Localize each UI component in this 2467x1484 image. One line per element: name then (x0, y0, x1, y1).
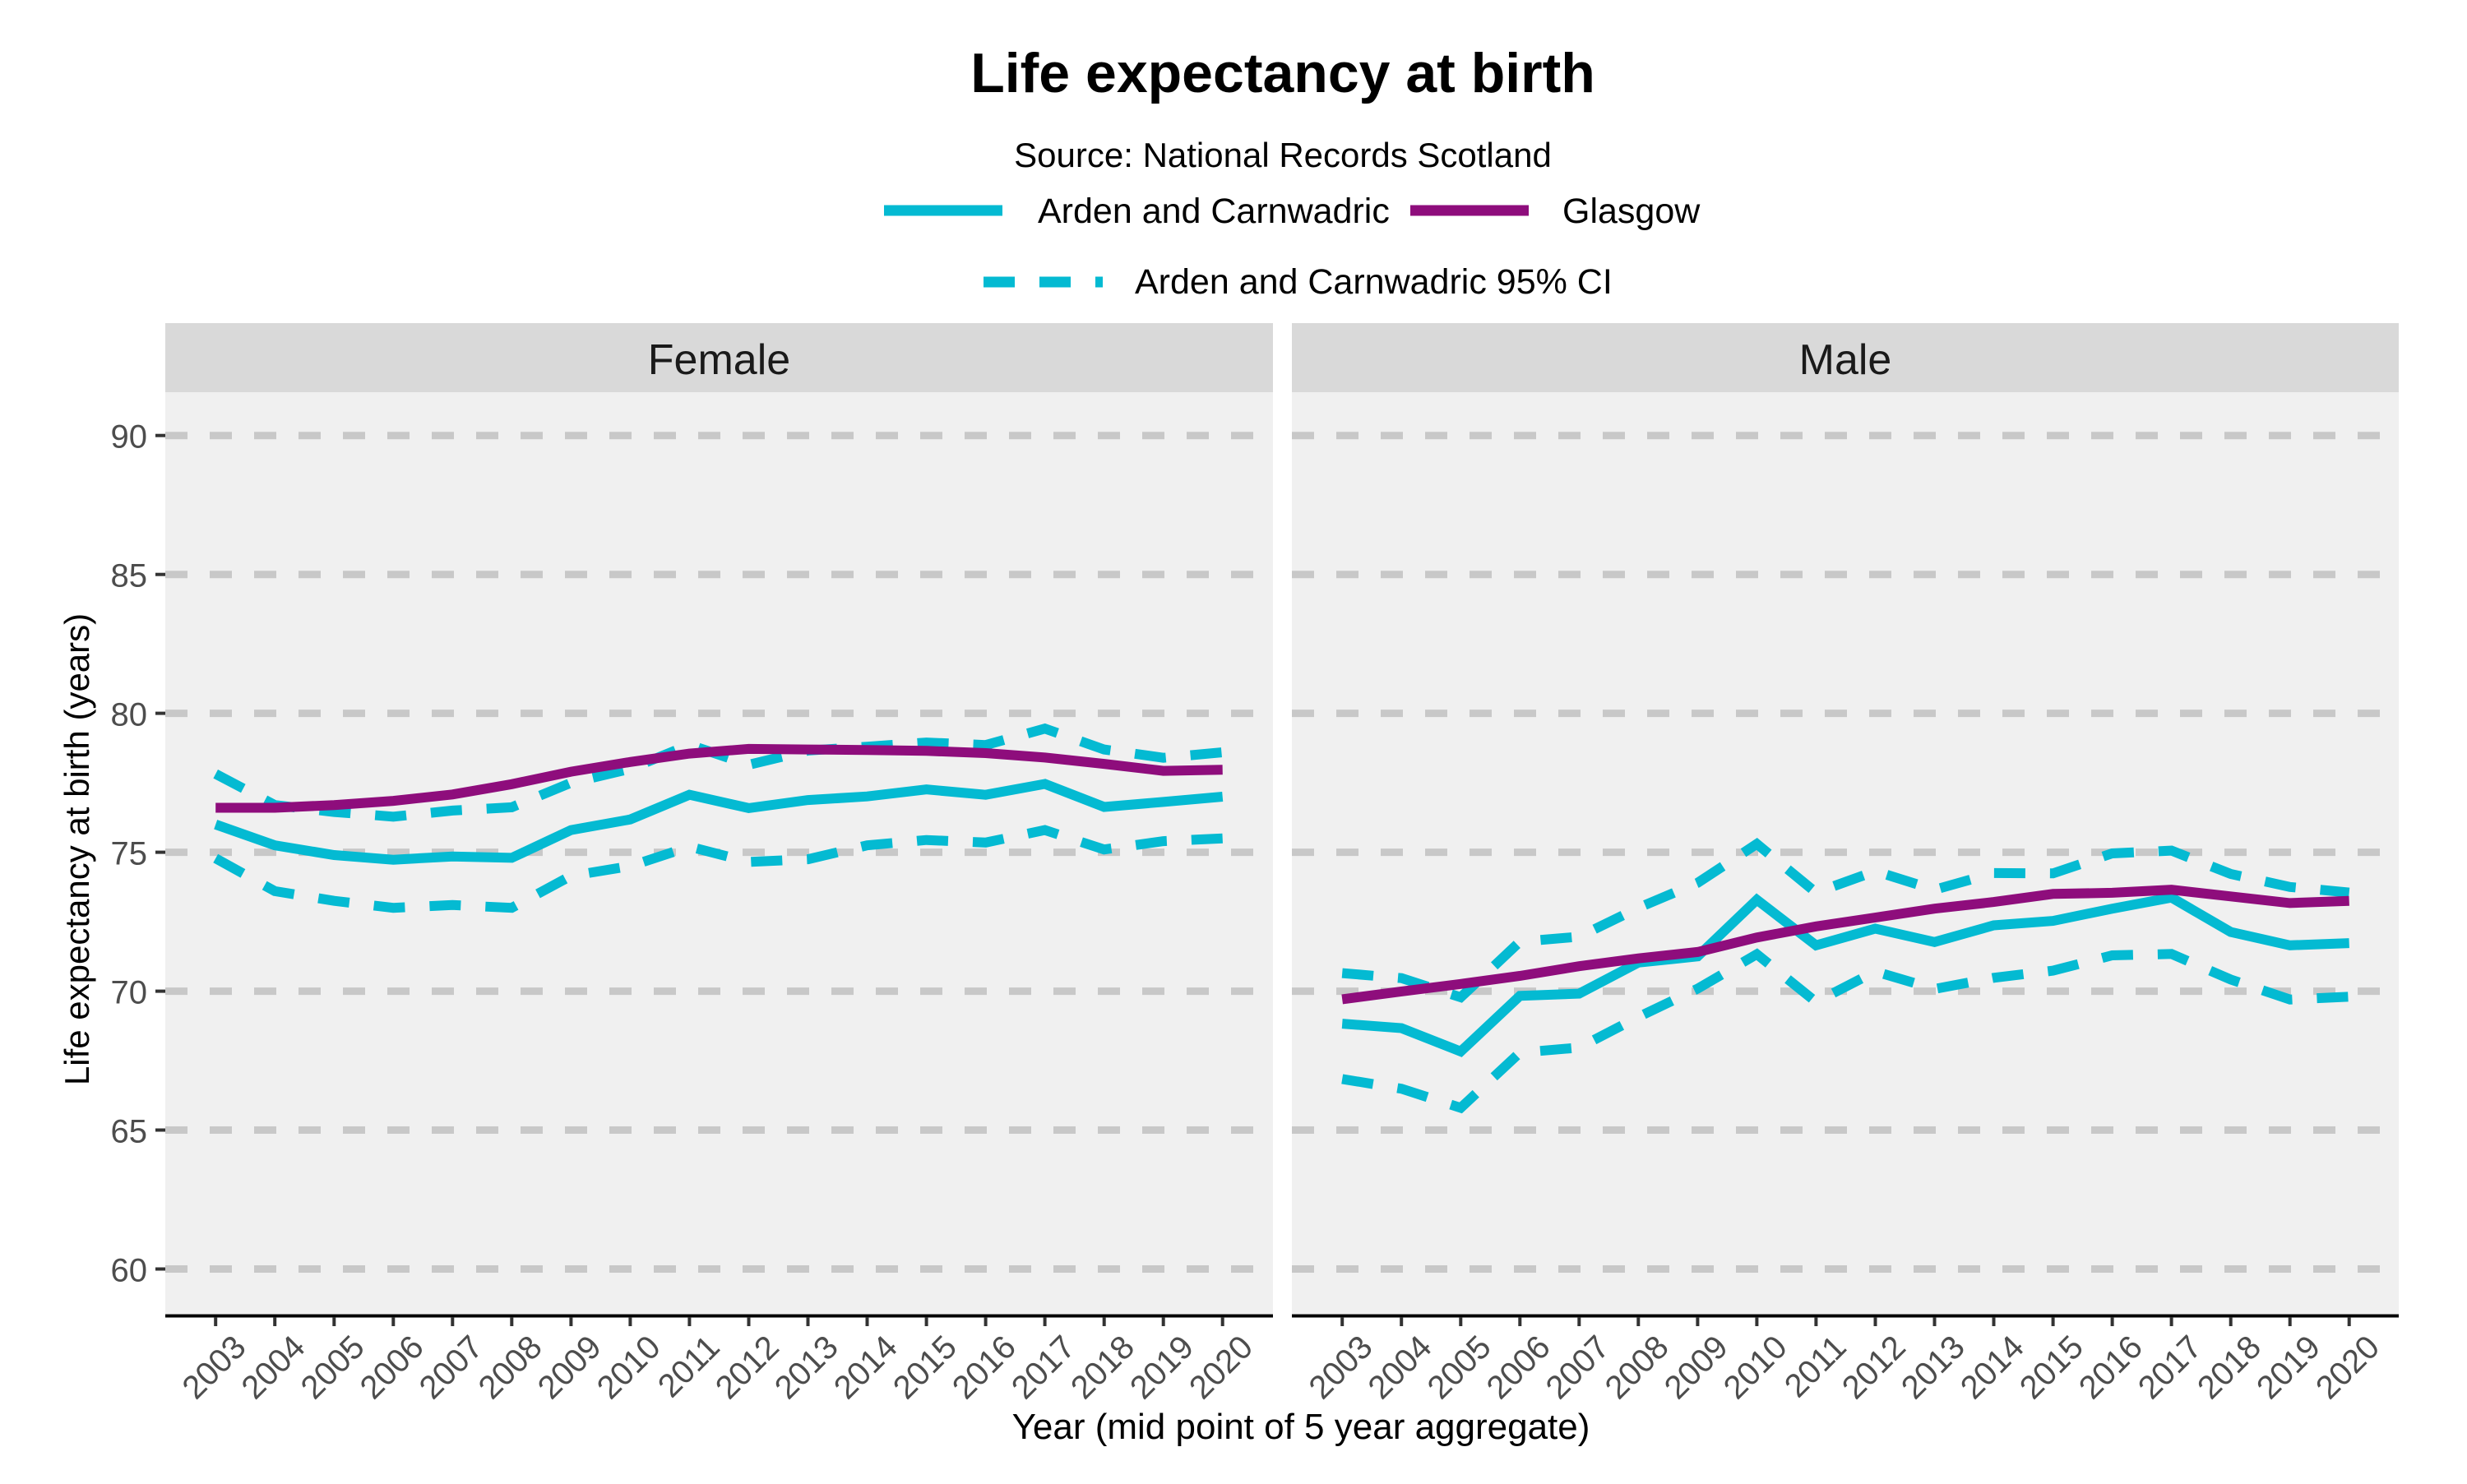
svg-text:Arden and Carnwadric: Arden and Carnwadric (1038, 192, 1390, 231)
svg-text:60: 60 (111, 1253, 148, 1289)
svg-text:Life expectancy at birth: Life expectancy at birth (970, 42, 1595, 104)
svg-text:80: 80 (111, 697, 148, 733)
svg-text:Arden and Carnwadric 95% CI: Arden and Carnwadric 95% CI (1135, 262, 1613, 302)
svg-text:Male: Male (1799, 336, 1892, 384)
svg-text:Life expectancy at birth (year: Life expectancy at birth (years) (58, 613, 96, 1085)
svg-text:75: 75 (111, 836, 148, 872)
svg-text:90: 90 (111, 419, 148, 455)
svg-text:Source: National Records Scotl: Source: National Records Scotland (1014, 136, 1552, 174)
svg-text:Glasgow: Glasgow (1562, 192, 1701, 231)
svg-text:65: 65 (111, 1114, 148, 1150)
svg-text:Year (mid point of 5 year aggr: Year (mid point of 5 year aggregate) (1012, 1407, 1590, 1447)
svg-text:70: 70 (111, 975, 148, 1011)
svg-text:85: 85 (111, 558, 148, 594)
svg-text:Female: Female (648, 336, 790, 384)
